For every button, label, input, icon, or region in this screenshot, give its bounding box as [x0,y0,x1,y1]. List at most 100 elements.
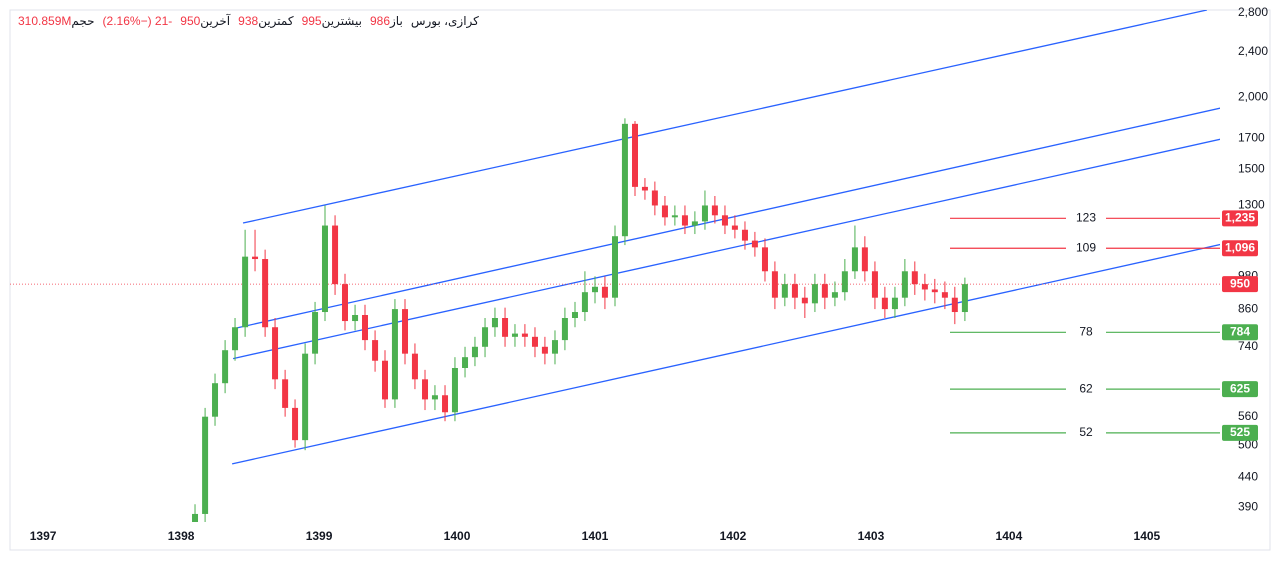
level-text: 109 [1076,240,1096,254]
candle-body [621,123,628,237]
header-label: آخرین [200,14,231,28]
header-item: آخرین950 [180,14,230,28]
candle-body [312,312,319,354]
candle-body [871,271,878,298]
candle-body [961,284,968,313]
candle-body [671,215,678,218]
level-text: 52 [1079,425,1093,439]
candle-body [242,256,249,328]
x-tick-label: 1405 [1134,529,1161,543]
candle-body [821,284,828,298]
candle-body [841,271,848,293]
level-price-label: 525 [1230,425,1250,439]
y-tick-label: 860 [1238,301,1258,315]
x-tick-label: 1402 [720,529,747,543]
y-tick-label: 1300 [1238,198,1265,212]
candle-body [661,205,668,218]
candle-body [431,395,438,400]
candle-body [442,395,449,413]
candle-body [282,379,289,408]
level-text: 78 [1079,324,1093,338]
level-price-label: 784 [1230,324,1250,338]
header-item: کمترین938 [238,14,293,28]
level-price-label: 1,096 [1225,240,1255,254]
x-tick-label: 1399 [306,529,333,543]
candle-body [352,314,359,322]
candle-body [561,318,568,341]
candle-body [262,259,269,328]
candle-body [581,292,588,313]
candle-body [801,297,808,304]
candle-body [332,225,339,285]
candle-body [881,297,888,310]
candle-body [741,229,748,241]
level-price-box [1222,424,1258,441]
candle-body [601,286,608,298]
candle-body [321,225,328,313]
candle-body [911,271,918,285]
level-price-box [1222,324,1258,341]
y-tick-label: 1700 [1238,130,1265,144]
candle-body [212,383,219,417]
candle-body [781,284,788,298]
header-value: 995 [301,14,322,28]
candle-body [252,256,259,260]
header: کرازی، بورس باز986 بیشترین995 کمترین938 آخر… [18,14,479,28]
candle-body [632,123,639,187]
header-value: 950 [180,14,201,28]
candle-body [491,318,498,328]
last-price-box [1222,276,1258,293]
level-price-box [1222,210,1258,227]
header-label: حجم [71,14,95,28]
candle-body [791,284,798,298]
candle-body [771,271,778,298]
header-label: بیشترین [321,14,362,28]
header-value: 938 [238,14,259,28]
candle-body [232,327,239,351]
candle-body [502,318,509,337]
y-tick-label: 390 [1238,500,1258,514]
candle-body [721,215,728,226]
candle-body [641,186,648,191]
trendline [242,10,1208,224]
header-value: 986 [369,14,391,28]
candle-body [941,292,948,298]
candle-body [751,240,758,248]
x-tick-label: 1401 [582,529,609,543]
candle-body [222,350,229,384]
candle-body [192,513,199,522]
trendline [236,107,1220,329]
header-item: بیشترین995 [302,14,362,28]
candle-body [551,340,558,354]
candle-body [451,367,458,413]
candle-body [861,247,868,272]
candle-body [931,289,938,293]
y-tick-label: 2,400 [1238,44,1268,58]
candle-body [571,312,578,319]
x-tick-label: 1403 [858,529,885,543]
trendline [232,138,1220,360]
candle-body [591,286,598,293]
candle-body [482,327,489,347]
level-text: 123 [1076,211,1096,225]
candle-body [951,297,958,313]
candle-body [681,215,688,226]
candle-body [462,357,469,368]
candle-body [901,271,908,298]
header-value: -21 (−2.16%) [102,14,173,28]
candle-body [541,346,548,354]
header-item: باز986 [370,14,403,28]
candle-body [411,353,418,380]
candle-body [831,292,838,298]
chart-frame [9,9,1271,551]
last-price-label: 950 [1230,276,1250,290]
candle-body [851,247,858,272]
candle-body [511,333,518,337]
y-tick-label: 1500 [1238,162,1265,176]
trendline [231,243,1220,465]
candle-body [811,284,818,304]
x-tick-label: 1398 [168,529,195,543]
candle-body [761,247,768,272]
candle-body [531,336,538,347]
